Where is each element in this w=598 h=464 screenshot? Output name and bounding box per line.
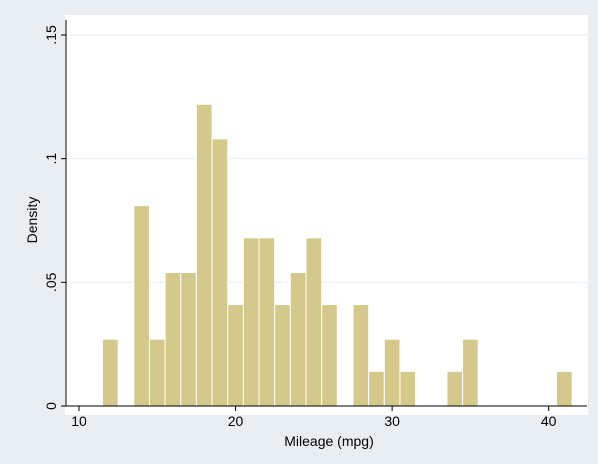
y-axis-title: Density bbox=[24, 197, 40, 244]
bar bbox=[289, 271, 307, 407]
x-tick-label: 10 bbox=[71, 413, 87, 429]
bar bbox=[399, 370, 417, 407]
bar bbox=[368, 370, 385, 407]
bar bbox=[305, 237, 323, 407]
bar bbox=[352, 304, 370, 407]
x-tick-label: 20 bbox=[228, 413, 244, 429]
bar bbox=[446, 370, 464, 407]
bar bbox=[274, 304, 291, 407]
axes bbox=[65, 20, 587, 407]
y-axis-ticks: 0 .05 .1 .15 bbox=[43, 25, 66, 410]
y-tick-label: .15 bbox=[43, 25, 59, 45]
bar bbox=[258, 237, 276, 407]
bar bbox=[211, 138, 229, 407]
bar bbox=[227, 304, 244, 407]
bar bbox=[462, 338, 479, 407]
x-axis-ticks: 10 20 30 40 bbox=[71, 406, 557, 429]
bar bbox=[133, 205, 150, 407]
y-tick-label: .1 bbox=[43, 153, 59, 165]
bar bbox=[383, 338, 401, 407]
bar bbox=[101, 338, 119, 407]
bar bbox=[148, 338, 166, 407]
bar bbox=[195, 103, 213, 407]
bar bbox=[180, 271, 197, 407]
bar bbox=[556, 370, 573, 407]
bar bbox=[321, 304, 338, 407]
x-tick-label: 40 bbox=[541, 413, 557, 429]
y-tick-label: .05 bbox=[43, 272, 59, 292]
y-tick-label: 0 bbox=[43, 402, 59, 410]
bar bbox=[242, 237, 260, 407]
gridlines bbox=[66, 34, 587, 283]
bar bbox=[164, 271, 182, 407]
x-axis-title: Mileage (mpg) bbox=[284, 433, 373, 449]
x-tick-label: 30 bbox=[384, 413, 400, 429]
